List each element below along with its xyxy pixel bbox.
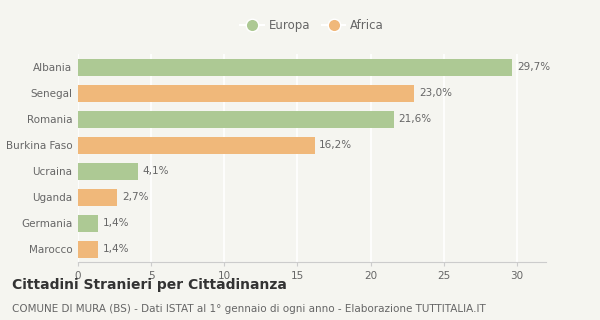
Text: 23,0%: 23,0% — [419, 88, 452, 98]
Bar — [78, 59, 512, 76]
Bar — [78, 215, 98, 232]
Text: 1,4%: 1,4% — [103, 218, 130, 228]
Bar — [78, 163, 138, 180]
Bar — [78, 189, 118, 206]
Text: 4,1%: 4,1% — [142, 166, 169, 176]
Text: COMUNE DI MURA (BS) - Dati ISTAT al 1° gennaio di ogni anno - Elaborazione TUTTI: COMUNE DI MURA (BS) - Dati ISTAT al 1° g… — [12, 304, 486, 314]
Bar — [78, 111, 394, 128]
Text: 29,7%: 29,7% — [517, 62, 550, 72]
Text: 2,7%: 2,7% — [122, 192, 148, 203]
Text: 1,4%: 1,4% — [103, 244, 130, 254]
Text: Cittadini Stranieri per Cittadinanza: Cittadini Stranieri per Cittadinanza — [12, 278, 287, 292]
Bar — [78, 241, 98, 258]
Text: 16,2%: 16,2% — [319, 140, 352, 150]
Text: 21,6%: 21,6% — [398, 114, 431, 124]
Bar — [78, 137, 315, 154]
Bar — [78, 85, 415, 102]
Legend: Europa, Africa: Europa, Africa — [235, 14, 389, 37]
